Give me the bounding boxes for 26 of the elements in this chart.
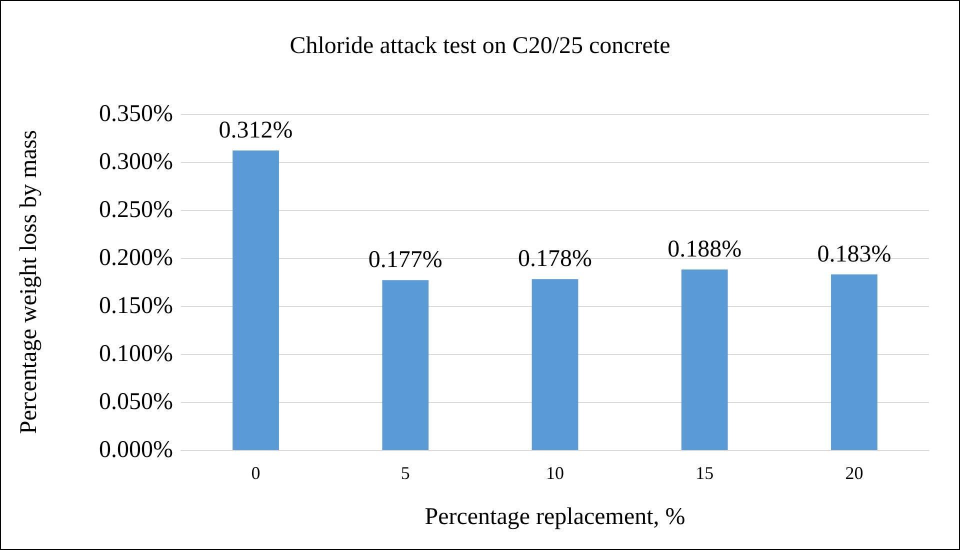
x-axis-title: Percentage replacement, % <box>424 504 686 530</box>
data-label: 0.177% <box>368 247 442 274</box>
bar <box>532 279 578 450</box>
y-tick-label: 0.150% <box>99 293 173 319</box>
x-tick-label: 0 <box>251 463 260 483</box>
x-tick-label: 15 <box>696 463 714 483</box>
x-tick-label: 20 <box>845 463 864 483</box>
y-tick-label: 0.300% <box>99 149 173 175</box>
bar <box>232 150 279 450</box>
y-tick-label: 0.050% <box>99 389 173 415</box>
x-tick-label: 5 <box>400 463 410 483</box>
y-tick-label: 0.250% <box>99 197 173 223</box>
data-label: 0.188% <box>668 236 742 263</box>
data-label: 0.312% <box>218 117 293 144</box>
x-tick-label: 10 <box>546 463 564 483</box>
y-tick-label: 0.000% <box>99 437 173 463</box>
y-tick-label: 0.350% <box>99 101 173 127</box>
bar <box>831 274 878 450</box>
data-label: 0.178% <box>518 246 592 272</box>
chart-title: Chloride attack test on C20/25 concrete <box>290 33 670 59</box>
bar <box>382 280 429 450</box>
y-axis-title: Percentage weight loss by mass <box>16 130 42 434</box>
y-tick-label: 0.200% <box>99 245 173 271</box>
data-label: 0.183% <box>817 241 892 268</box>
y-tick-label: 0.100% <box>99 341 173 367</box>
bar <box>681 270 728 450</box>
